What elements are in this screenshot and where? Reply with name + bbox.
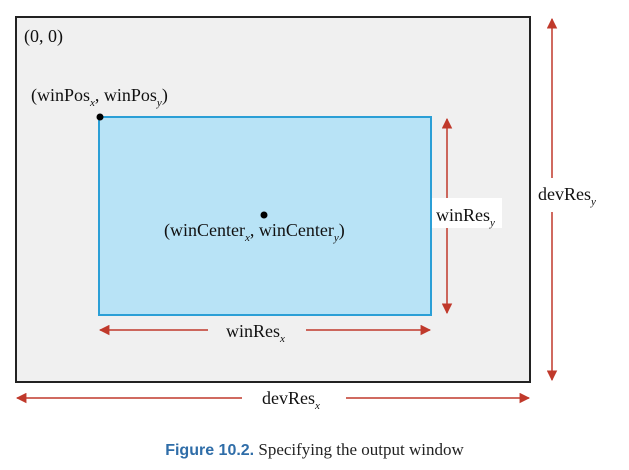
win-res-x-label: winResx: [226, 321, 285, 345]
win-center-point: [260, 211, 268, 219]
dev-res-x-label: devResx: [262, 388, 320, 412]
win-pos-point: [96, 113, 104, 121]
figure-number: Figure 10.2.: [165, 442, 255, 459]
figure-caption: Figure 10.2. Specifying the output windo…: [0, 440, 629, 460]
win-center-label: (winCenterx, winCentery): [164, 220, 345, 244]
win-res-y-label: winResy: [436, 205, 495, 229]
dev-res-y-label: devResy: [538, 184, 596, 208]
origin-label: (0, 0): [24, 26, 63, 47]
figure-caption-text: Specifying the output window: [258, 440, 464, 459]
win-pos-label: (winPosx, winPosy): [31, 85, 168, 109]
output-window-diagram: (0, 0) (winPosx, winPosy) (winCenterx, w…: [15, 16, 596, 412]
